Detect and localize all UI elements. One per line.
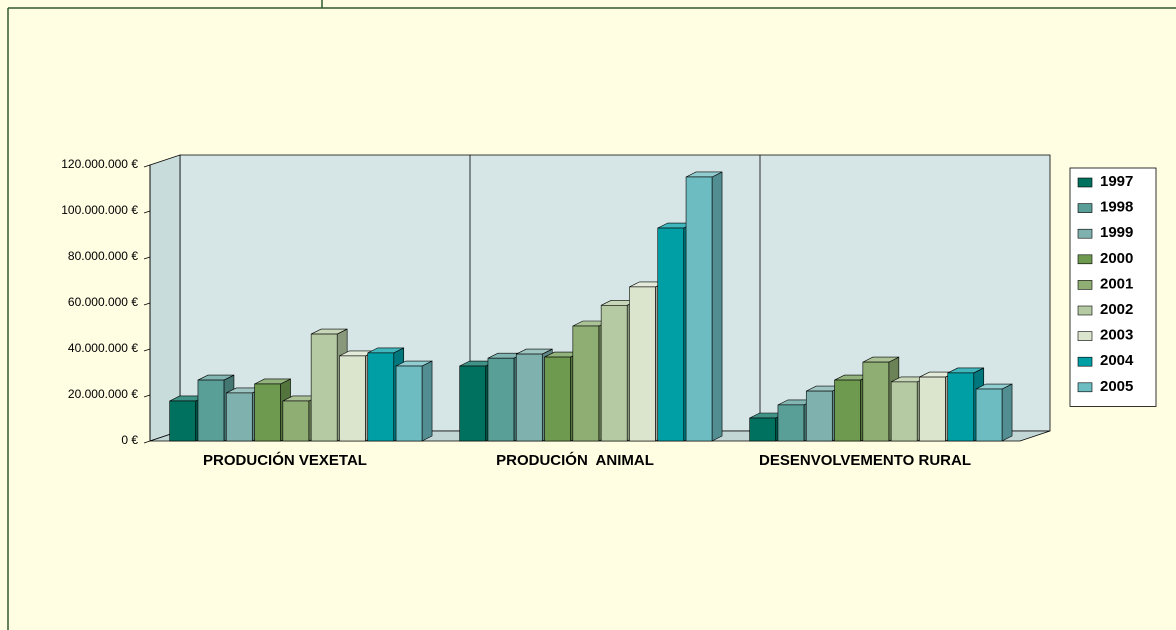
legend-label: 2001 [1100,275,1133,292]
bar-front [600,304,628,442]
bar-front [572,325,600,442]
tick-mark [143,302,151,306]
bar-front [805,390,833,442]
x-tick-label: PRODUCIÓN ANIMAL [496,452,654,469]
bar-side [421,360,433,442]
y-tick-label: 100.000.000 € [61,203,138,217]
bar-front [197,379,225,442]
bar-front [459,365,486,442]
x-tick-label: DESENVOLVEMENTO RURAL [759,452,971,469]
bar-front [890,381,918,442]
legend-swatch [1077,382,1093,393]
bar-side [711,171,723,442]
y-tick-label: 120.000.000 € [61,157,138,171]
bar-front [685,176,713,442]
tick-mark [143,394,151,398]
bar-front [367,352,395,442]
bar-front [749,417,776,442]
y-tick-label: 80.000.000 € [68,249,138,263]
bar [975,383,1013,442]
bar-front [169,400,196,442]
tick-mark [143,348,151,352]
x-tick-label: PRODUCIÓN VEXETAL [203,452,367,469]
legend-label: 1998 [1100,199,1133,216]
bar-front [544,356,571,442]
bar-front [339,355,366,442]
bar-front [282,400,310,442]
legend-swatch [1077,254,1093,265]
bar-front [657,227,685,442]
legend-label: 2004 [1100,352,1134,369]
legend-swatch [1077,280,1093,290]
bar-front [862,361,890,442]
bar-front [629,286,656,442]
tick-mark [143,210,151,214]
y-tick-label: 60.000.000 € [68,295,138,309]
bar [685,171,723,442]
legend-label: 2003 [1100,327,1133,344]
tick-mark [143,440,151,444]
bar-front [395,365,423,442]
legend-label: 2002 [1100,301,1133,318]
bar [395,360,433,442]
bar-front [254,383,281,442]
legend-swatch [1077,331,1093,341]
bar-front [834,379,861,442]
legend-label: 2005 [1100,378,1133,395]
legend-swatch [1077,203,1093,213]
bar-front [515,353,543,442]
legend-label: 1999 [1100,224,1133,241]
tick-mark [143,164,151,168]
legend-swatch [1077,356,1093,367]
y-tick-label: 0 € [121,433,138,447]
legend-swatch [1077,228,1093,239]
bar-front [947,372,975,442]
legend-label: 1997 [1100,173,1133,190]
legend-swatch [1077,305,1093,316]
bar-side [1001,383,1013,442]
bar-front [777,404,805,442]
legend-label: 2000 [1100,250,1133,267]
y-tick-label: 40.000.000 € [68,341,138,355]
bar-front [919,376,946,442]
bar-front [310,333,338,442]
bar-front [975,388,1003,442]
bar-front [225,392,253,442]
tick-mark [143,256,151,260]
legend-swatch [1077,177,1093,188]
bar-front [487,357,515,442]
y-tick-label: 20.000.000 € [68,387,138,401]
